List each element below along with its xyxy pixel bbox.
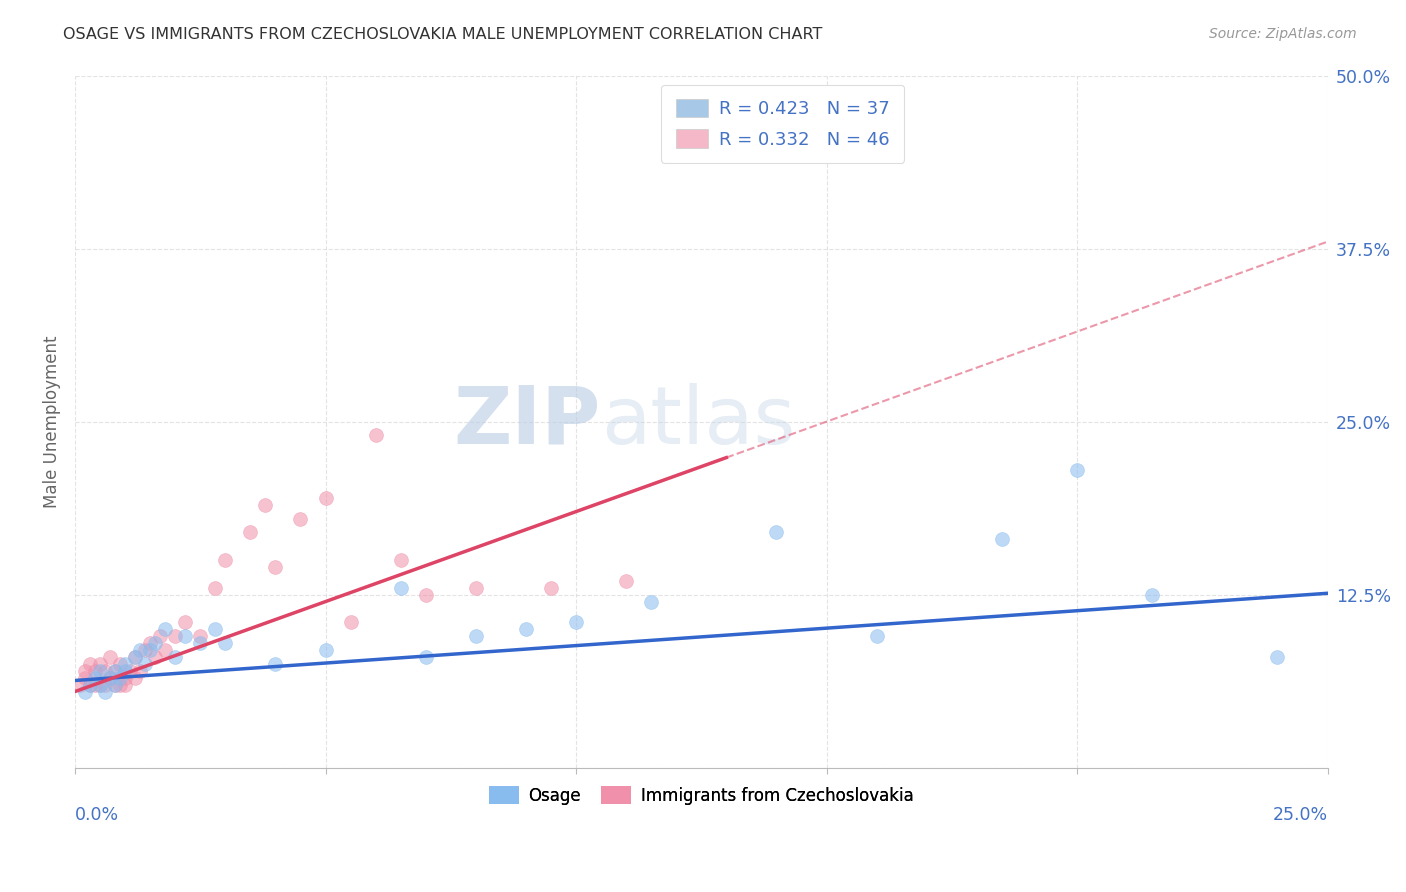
Point <box>129 664 152 678</box>
Point <box>89 664 111 678</box>
Point <box>565 615 588 630</box>
Text: ZIP: ZIP <box>454 383 602 460</box>
Point <box>415 588 437 602</box>
Point <box>214 553 236 567</box>
Point <box>134 657 156 671</box>
Text: OSAGE VS IMMIGRANTS FROM CZECHOSLOVAKIA MALE UNEMPLOYMENT CORRELATION CHART: OSAGE VS IMMIGRANTS FROM CZECHOSLOVAKIA … <box>63 27 823 42</box>
Point <box>540 581 562 595</box>
Point <box>84 664 107 678</box>
Point <box>108 657 131 671</box>
Point <box>143 636 166 650</box>
Point <box>165 629 187 643</box>
Point <box>165 649 187 664</box>
Point <box>264 560 287 574</box>
Point <box>94 684 117 698</box>
Point <box>69 678 91 692</box>
Text: 25.0%: 25.0% <box>1272 805 1327 824</box>
Point <box>315 491 337 505</box>
Point <box>134 643 156 657</box>
Point <box>129 643 152 657</box>
Point <box>124 649 146 664</box>
Point <box>640 594 662 608</box>
Point <box>214 636 236 650</box>
Point <box>865 629 887 643</box>
Point <box>108 671 131 685</box>
Point <box>389 553 412 567</box>
Point <box>73 671 96 685</box>
Point <box>79 678 101 692</box>
Point <box>389 581 412 595</box>
Text: 0.0%: 0.0% <box>75 805 120 824</box>
Point <box>104 664 127 678</box>
Point <box>143 649 166 664</box>
Point <box>515 622 537 636</box>
Point <box>89 657 111 671</box>
Point <box>174 629 197 643</box>
Point <box>104 678 127 692</box>
Point <box>149 629 172 643</box>
Point <box>415 649 437 664</box>
Point <box>174 615 197 630</box>
Y-axis label: Male Unemployment: Male Unemployment <box>44 335 60 508</box>
Point <box>991 533 1014 547</box>
Point <box>614 574 637 588</box>
Point <box>79 657 101 671</box>
Point <box>104 678 127 692</box>
Point <box>104 664 127 678</box>
Point <box>1267 649 1289 664</box>
Point <box>89 678 111 692</box>
Point <box>188 629 211 643</box>
Text: Source: ZipAtlas.com: Source: ZipAtlas.com <box>1209 27 1357 41</box>
Point <box>98 649 121 664</box>
Point <box>153 643 176 657</box>
Point <box>84 678 107 692</box>
Point <box>114 657 136 671</box>
Point <box>716 124 738 138</box>
Point <box>89 678 111 692</box>
Point <box>239 525 262 540</box>
Point <box>315 643 337 657</box>
Point <box>124 671 146 685</box>
Point <box>94 664 117 678</box>
Point <box>1066 463 1088 477</box>
Point <box>464 581 486 595</box>
Text: atlas: atlas <box>602 383 796 460</box>
Point <box>73 684 96 698</box>
Point <box>73 664 96 678</box>
Legend: Osage, Immigrants from Czechoslovakia: Osage, Immigrants from Czechoslovakia <box>482 780 921 812</box>
Point <box>1140 588 1163 602</box>
Point <box>254 498 277 512</box>
Point <box>139 643 162 657</box>
Point <box>114 671 136 685</box>
Point <box>339 615 361 630</box>
Point <box>204 581 226 595</box>
Point <box>188 636 211 650</box>
Point <box>364 428 387 442</box>
Point <box>464 629 486 643</box>
Point <box>290 511 312 525</box>
Point <box>204 622 226 636</box>
Point <box>108 678 131 692</box>
Point <box>114 664 136 678</box>
Point <box>79 678 101 692</box>
Point <box>94 678 117 692</box>
Point <box>84 671 107 685</box>
Point <box>139 636 162 650</box>
Point <box>114 678 136 692</box>
Point <box>98 671 121 685</box>
Point <box>264 657 287 671</box>
Point <box>120 664 142 678</box>
Point <box>124 649 146 664</box>
Point <box>153 622 176 636</box>
Point <box>98 671 121 685</box>
Point <box>765 525 787 540</box>
